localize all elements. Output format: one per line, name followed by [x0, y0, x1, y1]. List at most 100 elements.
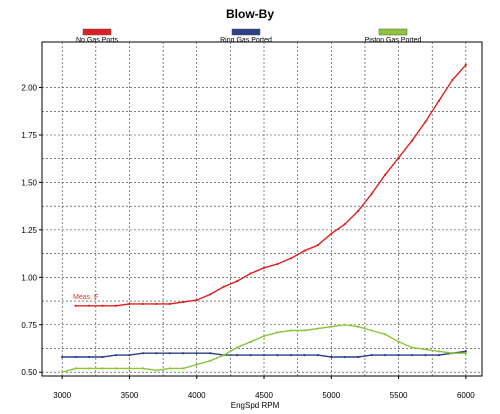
data-point-piston-gas-ported	[303, 329, 306, 332]
data-point-ring-gas-ported	[370, 354, 373, 357]
data-point-no-gas-ports	[236, 280, 239, 283]
data-point-piston-gas-ported	[343, 323, 346, 326]
data-point-no-gas-ports	[397, 156, 400, 159]
data-point-no-gas-ports	[370, 192, 373, 195]
data-point-ring-gas-ported	[236, 354, 239, 357]
data-point-no-gas-ports	[155, 302, 158, 305]
y-tick-label: 1.00	[21, 273, 37, 282]
data-point-ring-gas-ported	[289, 354, 293, 357]
data-point-piston-gas-ported	[155, 369, 158, 372]
data-point-piston-gas-ported	[61, 371, 64, 374]
data-point-ring-gas-ported	[87, 355, 91, 359]
y-axis: 0.50 0.75 1.00 1.25 1.50 1.75 2.00	[21, 84, 42, 377]
data-point-no-gas-ports	[222, 285, 225, 288]
data-point-no-gas-ports	[410, 139, 414, 142]
data-point-ring-gas-ported	[168, 352, 171, 355]
data-point-piston-gas-ported	[424, 348, 427, 351]
data-point-piston-gas-ported	[195, 363, 198, 366]
data-point-ring-gas-ported	[437, 354, 441, 357]
data-point-no-gas-ports	[128, 302, 131, 305]
legend-label: Piston Gas Ported	[365, 37, 422, 44]
data-point-ring-gas-ported	[209, 352, 212, 355]
x-axis: 3000 3500 4000 4500 5000 5500 6000	[53, 376, 475, 400]
data-point-no-gas-ports	[316, 243, 319, 247]
x-tick-label: 3000	[53, 391, 71, 400]
data-point-no-gas-ports	[182, 300, 185, 304]
legend-label: No Gas Ports	[76, 37, 119, 44]
data-point-no-gas-ports	[289, 257, 293, 260]
data-point-no-gas-ports	[424, 120, 427, 123]
data-point-piston-gas-ported	[209, 359, 212, 362]
y-tick-label: 1.75	[21, 131, 37, 140]
data-point-no-gas-ports	[451, 78, 454, 82]
series-piston-gas-ported	[61, 323, 467, 374]
data-point-ring-gas-ported	[330, 355, 333, 359]
y-tick-label: 2.00	[21, 84, 37, 93]
data-point-no-gas-ports	[74, 304, 77, 307]
y-tick-label: 0.75	[21, 321, 37, 330]
data-point-ring-gas-ported	[303, 354, 306, 357]
x-tick-label: 4500	[255, 391, 273, 400]
data-point-piston-gas-ported	[262, 335, 266, 338]
y-tick-label: 0.50	[21, 368, 37, 377]
data-point-ring-gas-ported	[343, 355, 346, 359]
data-point-no-gas-ports	[437, 99, 441, 102]
annotation-label: Meas. F	[73, 294, 98, 301]
data-point-ring-gas-ported	[182, 352, 185, 355]
data-point-piston-gas-ported	[101, 367, 104, 370]
x-tick-label: 4000	[188, 391, 206, 400]
data-point-piston-gas-ported	[87, 367, 91, 370]
data-point-no-gas-ports	[384, 173, 387, 176]
series-line-no-gas-ports	[75, 64, 467, 307]
data-point-piston-gas-ported	[236, 346, 239, 349]
data-point-piston-gas-ported	[357, 325, 360, 328]
legend-label: Ring Gas Ported	[220, 37, 272, 44]
data-point-no-gas-ports	[195, 298, 198, 302]
legend-item-ring-gas-ported: Ring Gas Ported	[220, 28, 272, 44]
data-point-piston-gas-ported	[168, 367, 171, 370]
data-point-no-gas-ports	[209, 293, 212, 296]
chart-title: Blow-By	[226, 7, 274, 21]
legend-swatch	[231, 28, 261, 36]
data-point-no-gas-ports	[276, 262, 279, 266]
y-tick-label: 1.25	[21, 226, 37, 235]
data-point-no-gas-ports	[87, 304, 91, 307]
series-ring-gas-ported	[61, 350, 467, 359]
data-point-ring-gas-ported	[114, 354, 118, 357]
data-point-no-gas-ports	[343, 223, 346, 226]
legend-swatch	[378, 28, 408, 36]
data-point-piston-gas-ported	[384, 333, 387, 336]
data-point-piston-gas-ported	[289, 329, 293, 332]
data-point-ring-gas-ported	[464, 350, 467, 353]
series-layer	[61, 63, 467, 374]
grid	[42, 42, 482, 376]
data-point-no-gas-ports	[101, 304, 104, 307]
data-point-ring-gas-ported	[384, 354, 387, 357]
data-point-ring-gas-ported	[74, 355, 77, 359]
data-point-ring-gas-ported	[141, 352, 145, 355]
legend-item-no-gas-ports: No Gas Ports	[76, 28, 119, 44]
data-point-piston-gas-ported	[222, 354, 225, 357]
data-point-ring-gas-ported	[61, 355, 64, 359]
data-point-ring-gas-ported	[424, 354, 427, 357]
data-point-no-gas-ports	[330, 232, 333, 235]
x-tick-label: 3500	[121, 391, 139, 400]
data-point-piston-gas-ported	[316, 327, 319, 330]
data-point-piston-gas-ported	[74, 367, 77, 370]
data-point-ring-gas-ported	[357, 355, 360, 359]
data-point-no-gas-ports	[249, 272, 252, 275]
data-point-piston-gas-ported	[397, 340, 400, 343]
plot-area	[41, 41, 483, 377]
data-point-piston-gas-ported	[249, 340, 252, 343]
legend-item-piston-gas-ported: Piston Gas Ported	[365, 28, 422, 44]
data-point-ring-gas-ported	[128, 354, 131, 357]
data-point-ring-gas-ported	[262, 354, 266, 357]
data-point-no-gas-ports	[114, 304, 118, 307]
data-point-ring-gas-ported	[101, 355, 104, 359]
data-point-ring-gas-ported	[155, 352, 158, 355]
data-point-no-gas-ports	[141, 302, 145, 305]
legend: No Gas Ports Ring Gas Ported Piston Gas Po…	[76, 28, 422, 44]
x-tick-label: 5000	[322, 391, 340, 400]
legend-swatch	[82, 28, 112, 36]
data-point-piston-gas-ported	[141, 367, 145, 370]
